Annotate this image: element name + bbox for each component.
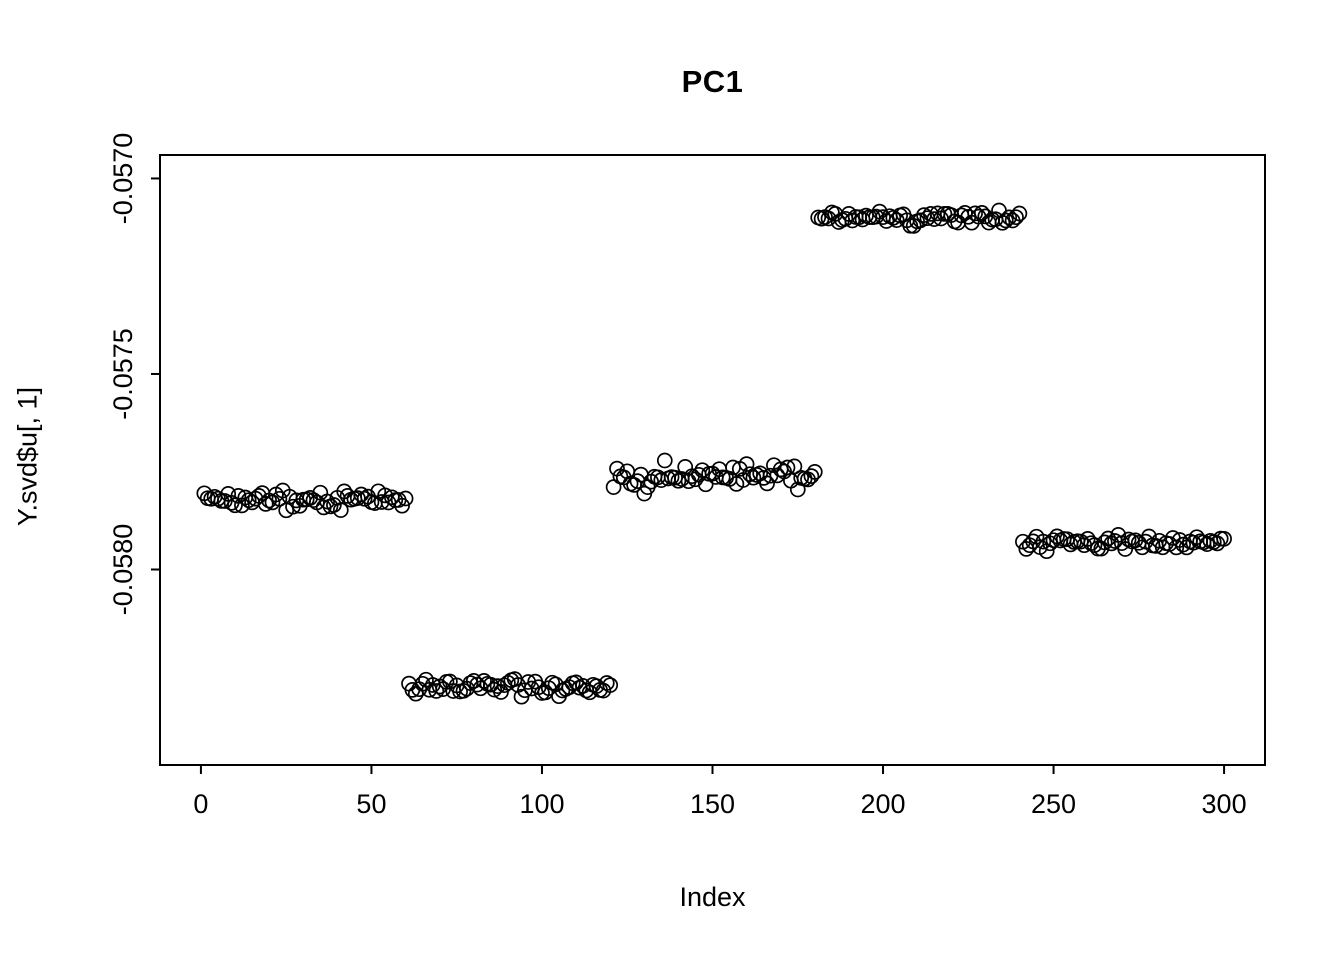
data-point (1035, 533, 1052, 550)
data-point (1096, 534, 1113, 551)
data-point (677, 459, 694, 475)
data-point (397, 490, 414, 507)
data-point (230, 488, 247, 504)
data-point (1168, 539, 1185, 556)
data-point (486, 681, 503, 698)
data-point (1011, 205, 1028, 222)
data-point (1100, 530, 1116, 547)
plot-box (159, 154, 1266, 766)
data-point (997, 212, 1014, 229)
data-point (803, 468, 820, 484)
data-point (1038, 543, 1055, 560)
data-point (332, 502, 349, 518)
data-point (353, 486, 370, 503)
data-point (598, 675, 615, 691)
data-point (1199, 536, 1215, 552)
data-point (1120, 531, 1137, 548)
data-point (377, 487, 393, 504)
chart-title: PC1 (681, 64, 744, 99)
x-tick-label: 150 (690, 789, 735, 819)
x-axis-label: Index (679, 882, 746, 912)
data-point (1216, 530, 1232, 547)
data-point (227, 497, 243, 514)
data-point (1001, 209, 1018, 226)
data-point (786, 458, 803, 475)
x-tick-label: 50 (356, 789, 386, 819)
points-layer (196, 202, 1232, 705)
data-point (783, 472, 799, 489)
x-tick-label: 200 (860, 789, 905, 819)
data-point (759, 475, 775, 492)
data-point (1008, 209, 1024, 226)
data-point (240, 492, 257, 509)
data-point (257, 496, 274, 512)
y-axis-label: Y.svd$u[, 1] (12, 386, 43, 527)
y-tick-label: -0.0570 (108, 133, 138, 225)
data-point (1175, 536, 1191, 553)
data-point (1049, 528, 1065, 545)
data-point (656, 452, 673, 469)
data-point (407, 685, 424, 702)
data-point (738, 456, 755, 472)
data-point (1110, 527, 1127, 543)
y-tick-label: -0.0575 (108, 328, 138, 420)
data-point (967, 205, 983, 222)
data-point (394, 497, 410, 514)
y-tick-label: -0.0580 (108, 524, 138, 616)
data-point (806, 464, 823, 480)
x-tick-label: 100 (519, 789, 564, 819)
x-tick-label: 250 (1031, 789, 1076, 819)
data-point (271, 490, 288, 507)
x-tick-label: 0 (193, 789, 208, 819)
data-point (878, 213, 895, 229)
data-point (216, 493, 233, 509)
x-tick-label: 300 (1202, 789, 1247, 819)
data-point (602, 677, 619, 693)
data-point (428, 683, 445, 699)
data-point (220, 486, 237, 502)
